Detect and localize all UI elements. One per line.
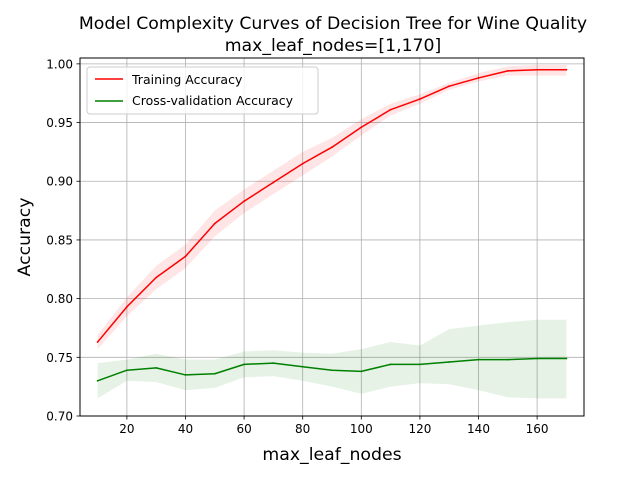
data-point: [96, 341, 99, 343]
data-point: [448, 85, 451, 88]
data-point: [96, 379, 99, 382]
data-point: [213, 372, 216, 375]
data-point: [389, 108, 392, 111]
series-lines: [96, 68, 568, 382]
legend-label-cv: Cross-validation Accuracy: [132, 93, 294, 108]
data-point: [331, 146, 333, 149]
y-tick-label: 0.75: [46, 351, 73, 365]
data-point: [301, 365, 304, 368]
data-point: [506, 358, 509, 361]
y-tick-label: 0.85: [46, 233, 73, 247]
data-point: [565, 68, 568, 71]
x-tick-label: 40: [178, 422, 193, 436]
data-point: [506, 70, 509, 72]
data-point: [272, 362, 275, 365]
data-point: [184, 374, 187, 376]
x-tick-label: 100: [350, 422, 373, 436]
x-tick-label: 140: [467, 422, 490, 436]
x-tick-label: 160: [526, 422, 549, 436]
y-tick-label: 0.95: [46, 116, 73, 130]
data-point: [565, 357, 568, 360]
data-point: [125, 305, 128, 308]
y-tick-label: 1.00: [46, 57, 73, 71]
data-point: [360, 370, 363, 373]
y-axis-label: Accuracy: [15, 198, 35, 277]
data-point: [419, 363, 421, 366]
data-point: [389, 363, 392, 366]
y-tick-label: 0.70: [46, 410, 73, 424]
y-tick-label: 0.80: [46, 292, 73, 306]
x-tick-label: 80: [295, 422, 310, 436]
data-point: [301, 162, 304, 165]
x-tick-label: 60: [236, 422, 251, 436]
chart-subtitle: max_leaf_nodes=[1,170]: [225, 36, 442, 56]
data-point: [213, 222, 216, 225]
data-point: [243, 363, 245, 366]
plot-frame: [79, 57, 585, 417]
confidence-band-1: [97, 319, 567, 399]
x-tick-label: 20: [119, 422, 134, 436]
data-point: [419, 98, 421, 100]
data-point: [477, 77, 480, 79]
data-point: [360, 126, 363, 129]
data-point: [536, 68, 539, 71]
data-point: [331, 369, 333, 372]
legend-label-training: Training Accuracy: [131, 72, 243, 87]
data-point: [272, 181, 275, 184]
data-point: [155, 366, 158, 369]
legend: Training Accuracy Cross-validation Accur…: [86, 66, 319, 115]
y-tick-label: 0.90: [46, 175, 73, 189]
chart-title: Model Complexity Curves of Decision Tree…: [79, 14, 587, 34]
confidence-bands: [97, 65, 567, 399]
data-point: [536, 357, 539, 360]
data-point: [243, 200, 245, 203]
data-point: [448, 361, 451, 363]
legend-box: [86, 66, 319, 115]
data-point: [125, 369, 128, 372]
x-axis-label: max_leaf_nodes: [262, 445, 401, 465]
data-point: [155, 276, 158, 279]
axis-ticks: 20 40 60 80 100 120 140 160 0.70 0.75 0.80 0.85 0.90…: [46, 57, 548, 436]
data-point: [477, 358, 480, 361]
data-point: [184, 255, 187, 258]
x-tick-label: 120: [408, 422, 431, 436]
